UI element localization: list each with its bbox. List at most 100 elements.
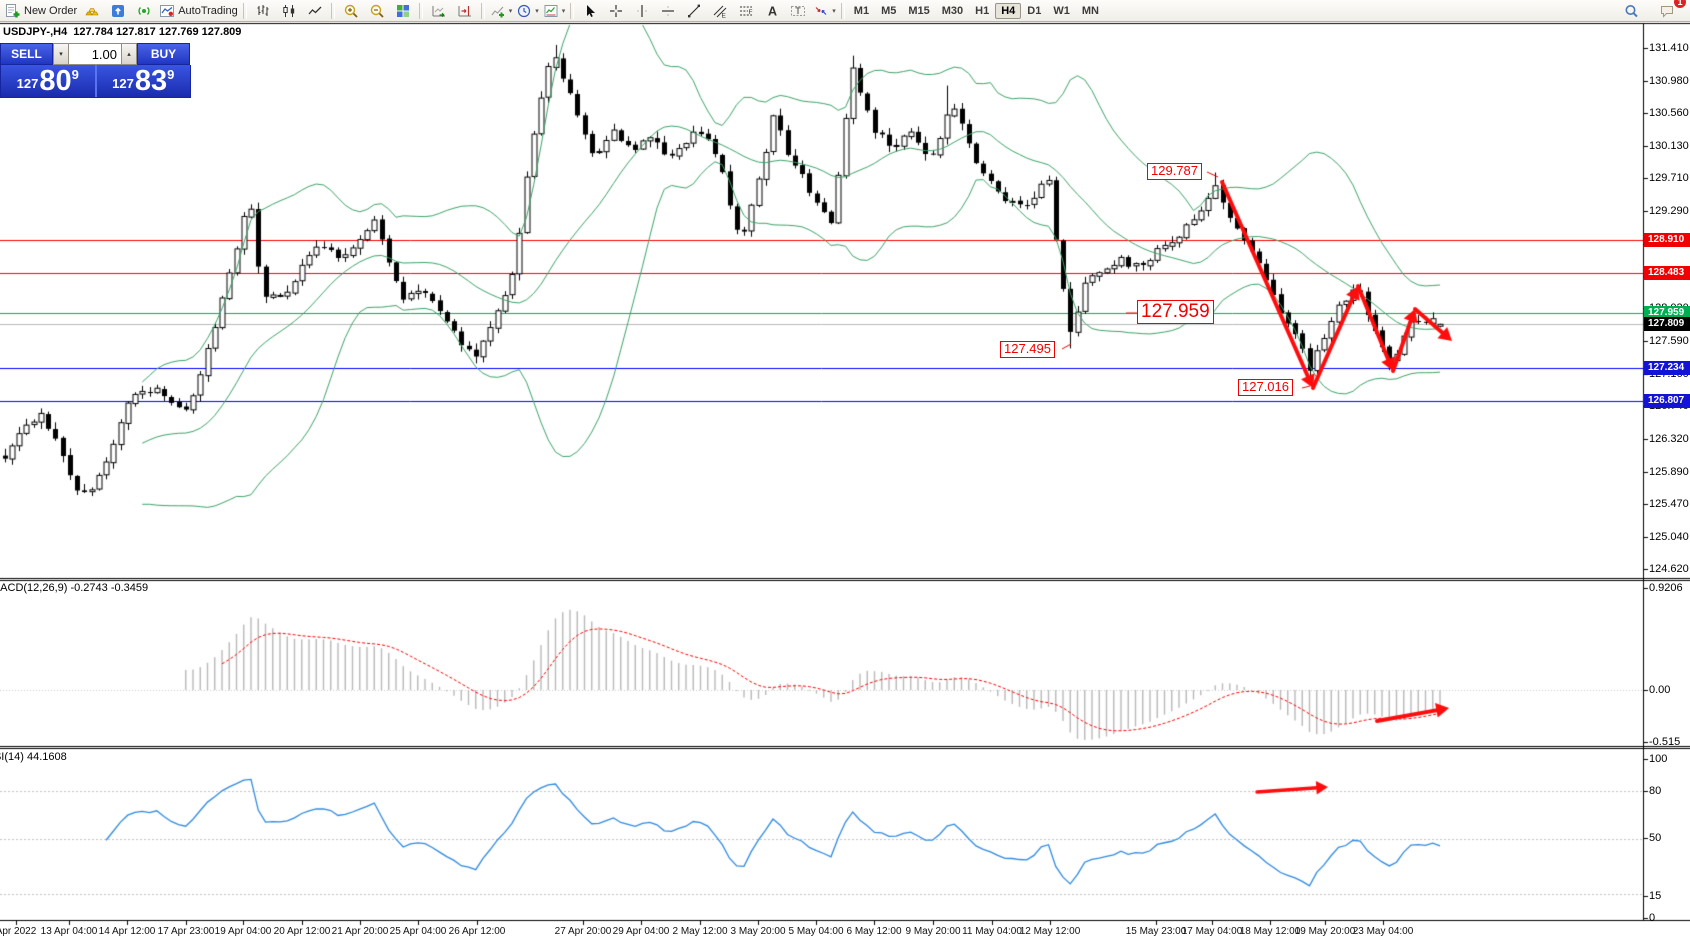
chart-shift-icon <box>457 3 473 19</box>
toolbar-separator <box>480 2 485 19</box>
time-axis-label: 5 May 04:00 <box>788 926 844 937</box>
fibonacci-icon: F <box>738 3 754 19</box>
crosshair-button[interactable] <box>603 1 629 21</box>
rsi-scale-label: 80 <box>1649 785 1662 797</box>
horizontal-line-button[interactable] <box>655 1 681 21</box>
timeframe-m15-button[interactable]: M15 <box>908 4 930 17</box>
notifications-button[interactable]: 1 <box>1654 0 1686 21</box>
buy-price-display[interactable]: 127 83 9 <box>97 65 191 97</box>
chevron-down-icon[interactable]: ▾ <box>508 7 513 15</box>
equidistant-channel-button[interactable]: E <box>707 1 733 21</box>
chevron-down-icon[interactable]: ▾ <box>535 7 539 15</box>
chart-shift-button[interactable] <box>452 1 478 21</box>
macd-indicator-label: MACD(12,26,9) -0.2743 -0.3459 <box>0 582 149 594</box>
time-axis-label: 2 May 12:00 <box>672 926 728 937</box>
timeframe-m30-button[interactable]: M30 <box>941 4 964 17</box>
arrows-button[interactable]: ▾ <box>811 1 838 21</box>
templates-button[interactable]: ▾ <box>541 1 568 21</box>
text-label-button[interactable]: T <box>785 1 811 21</box>
time-axis-label: 23 May 04:00 <box>1352 926 1414 937</box>
price-tick-label: 125.470 <box>1649 497 1689 510</box>
time-axis-label: 6 May 12:00 <box>846 926 902 937</box>
rsi-scale-label: 0 <box>1649 912 1656 924</box>
timeframe-h4-button[interactable]: H4 <box>995 2 1022 19</box>
time-axis-label: 11 May 04:00 <box>962 926 1022 937</box>
zoom-out-icon <box>369 3 385 19</box>
text-button[interactable]: A <box>759 1 785 21</box>
publish-button[interactable] <box>105 1 131 21</box>
periods-button[interactable]: ▾ <box>514 1 541 21</box>
new-order-button[interactable]: New Order <box>3 1 79 21</box>
indicators-button[interactable]: ▾ <box>488 1 515 21</box>
autotrading-button[interactable]: AutoTrading <box>157 1 240 21</box>
vertical-line-icon <box>634 3 650 19</box>
zoom-in-icon <box>343 3 359 19</box>
time-axis-label: 15 May 23:00 <box>1125 926 1187 937</box>
candlestick-chart-button[interactable] <box>276 1 302 21</box>
fibonacci-button[interactable]: F <box>733 1 759 21</box>
timeframe-m5-button[interactable]: M5 <box>881 4 897 17</box>
toolbar: New Order AutoTrading ▾ ▾ ▾ E F A T ▾ M1 M5 M15 M30 H1… <box>0 0 1690 22</box>
chevron-down-icon[interactable]: ▾ <box>561 7 566 15</box>
buy-button[interactable]: BUY <box>137 43 190 65</box>
time-axis-label: 12 May 12:00 <box>1019 926 1081 937</box>
volume-increase-button[interactable]: ▴ <box>121 43 137 65</box>
bar-chart-button[interactable] <box>250 1 276 21</box>
candlestick-chart-icon <box>281 3 297 19</box>
trend-line-button[interactable] <box>681 1 707 21</box>
timeframe-m1-button[interactable]: M1 <box>853 4 870 17</box>
trend-line-icon <box>686 3 702 19</box>
timeframe-d1-button[interactable]: D1 <box>1027 4 1042 17</box>
publish-icon <box>110 3 126 19</box>
zoom-out-button[interactable] <box>364 1 390 21</box>
price-callout[interactable]: 127.016 <box>1238 379 1293 396</box>
price-badge: 128.910 <box>1644 232 1690 247</box>
rsi-scale-label: 15 <box>1649 890 1662 902</box>
gold-button[interactable] <box>79 1 105 21</box>
volume-input[interactable] <box>69 43 121 65</box>
price-tick-label: 130.980 <box>1649 74 1689 87</box>
search-button[interactable] <box>1618 1 1644 21</box>
timeframe-w1-button[interactable]: W1 <box>1053 4 1070 17</box>
crosshair-icon <box>608 3 624 19</box>
toolbar-right-group: 1 <box>1618 0 1690 21</box>
macd-scale-label: -0.515 <box>1649 736 1681 748</box>
macd-scale-label: 0.9206 <box>1649 582 1683 594</box>
sell-price-display[interactable]: 127 80 9 <box>1 65 95 97</box>
zoom-in-button[interactable] <box>338 1 364 21</box>
ohlc-values-label: 127.784 127.817 127.769 127.809 <box>73 26 242 38</box>
timeframe-h1-button[interactable]: H1 <box>975 4 990 17</box>
buy-price-sup: 9 <box>167 67 175 82</box>
price-tick-label: 125.890 <box>1649 465 1689 478</box>
bar-chart-icon <box>255 3 271 19</box>
sell-button[interactable]: SELL <box>0 43 53 65</box>
time-axis-label: 17 Apr 23:00 <box>157 926 215 937</box>
cursor-icon <box>582 3 598 19</box>
signals-button[interactable] <box>131 1 157 21</box>
chevron-down-icon[interactable]: ▾ <box>832 7 836 15</box>
price-callout[interactable]: 129.787 <box>1147 163 1202 180</box>
price-tick-label: 129.710 <box>1649 172 1689 185</box>
price-tick-label: 126.320 <box>1649 432 1689 445</box>
timeframe-mn-button[interactable]: MN <box>1081 4 1099 17</box>
price-callout[interactable]: 127.959 <box>1137 300 1214 324</box>
price-tick-label: 124.620 <box>1649 562 1689 575</box>
price-badge: 127.959 <box>1644 305 1690 320</box>
price-tick-label: 125.040 <box>1649 530 1689 543</box>
sell-price-prefix: 127 <box>16 76 39 91</box>
auto-scroll-button[interactable] <box>426 1 452 21</box>
price-callout[interactable]: 127.495 <box>1000 341 1055 358</box>
price-badge: 127.809 <box>1644 317 1690 332</box>
time-axis-label: 19 May 20:00 <box>1294 926 1356 937</box>
price-badge: 126.807 <box>1644 394 1690 409</box>
tile-windows-button[interactable] <box>390 1 416 21</box>
line-chart-icon <box>307 3 323 19</box>
line-chart-button[interactable] <box>302 1 328 21</box>
notifications-icon <box>1659 3 1675 19</box>
volume-decrease-button[interactable]: ▾ <box>53 43 69 65</box>
vertical-line-button[interactable] <box>629 1 655 21</box>
cursor-button[interactable] <box>577 1 603 21</box>
symbol-period-label: USDJPY-,H4 <box>3 26 68 38</box>
time-axis-label: 25 Apr 04:00 <box>389 926 447 937</box>
